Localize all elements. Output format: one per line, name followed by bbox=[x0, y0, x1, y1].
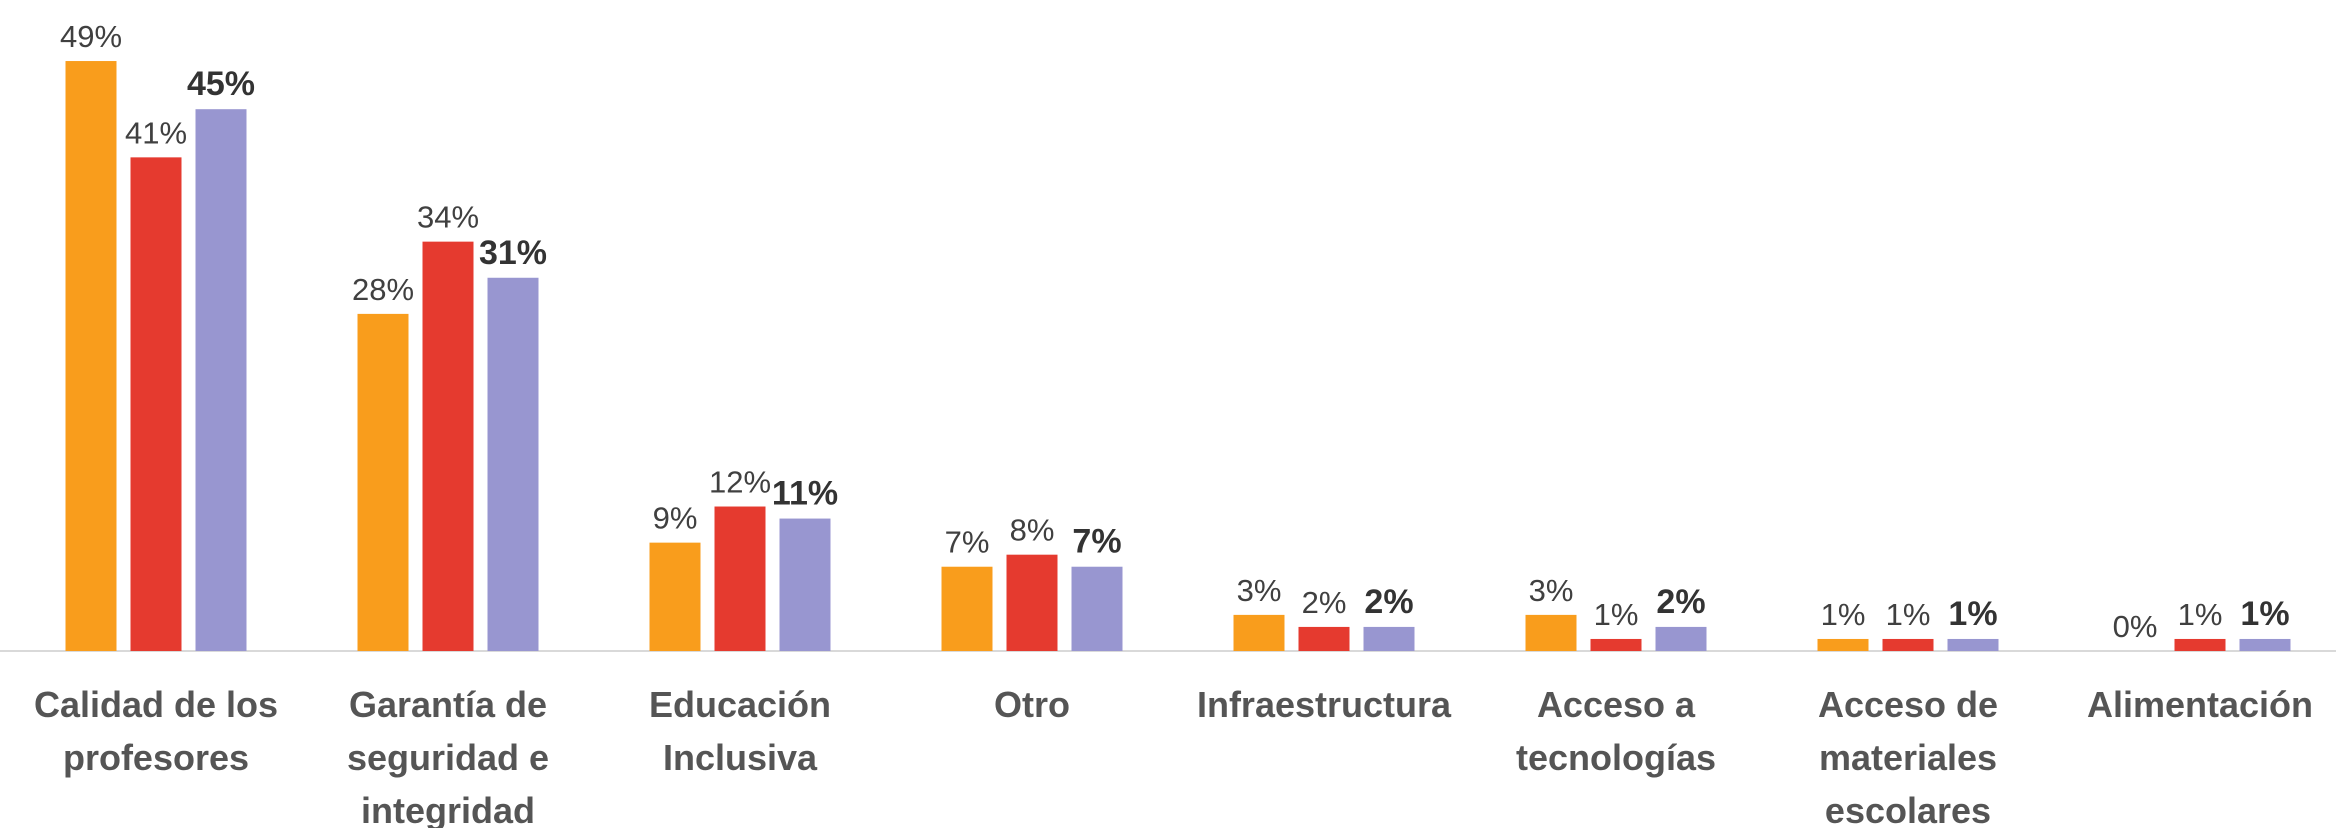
bar bbox=[2239, 638, 2291, 651]
x-tick-label: Otro bbox=[994, 684, 1070, 725]
x-tick-label: Garantía de seguridad e integridad bbox=[346, 684, 550, 828]
data-label: 11% bbox=[772, 475, 838, 513]
data-label: 3% bbox=[1237, 573, 1282, 608]
data-label: 9% bbox=[653, 501, 698, 536]
data-label: 49% bbox=[60, 19, 122, 54]
bar bbox=[2174, 638, 2226, 651]
bar bbox=[130, 157, 182, 652]
bar bbox=[1590, 638, 1642, 651]
bar bbox=[1655, 626, 1707, 651]
x-tick-label: Alimentación bbox=[2086, 684, 2314, 725]
data-label: 0% bbox=[2113, 609, 2158, 644]
x-tick-label: Calidad de los profesores bbox=[33, 684, 279, 778]
bar bbox=[487, 277, 539, 651]
data-label: 7% bbox=[945, 525, 990, 560]
bar bbox=[65, 61, 117, 652]
bar bbox=[1525, 614, 1577, 651]
bar bbox=[422, 241, 474, 651]
x-tick-label: Acceso de materiales escolares bbox=[1817, 684, 1999, 828]
bar bbox=[1363, 626, 1415, 651]
bar bbox=[1947, 638, 1999, 651]
bar bbox=[779, 518, 831, 651]
bar bbox=[357, 313, 409, 651]
bar bbox=[714, 506, 766, 651]
data-label: 3% bbox=[1529, 573, 1574, 608]
data-label: 1% bbox=[1594, 597, 1639, 632]
data-label: 2% bbox=[1302, 585, 1347, 620]
data-label: 34% bbox=[417, 200, 479, 235]
bar bbox=[1233, 614, 1285, 651]
data-label: 2% bbox=[1364, 583, 1413, 621]
bar bbox=[649, 542, 701, 651]
bar bbox=[1071, 566, 1123, 651]
data-label: 28% bbox=[352, 272, 414, 307]
data-label: 31% bbox=[479, 234, 547, 272]
data-label: 2% bbox=[1656, 583, 1705, 621]
x-tick-label: Acceso a tecnologías bbox=[1515, 684, 1717, 778]
x-tick-label: Educación Inclusiva bbox=[648, 684, 832, 778]
data-label: 1% bbox=[1948, 595, 1997, 633]
x-tick-label: Infraestructura bbox=[1196, 684, 1452, 725]
bar bbox=[1882, 638, 1934, 651]
bar bbox=[1006, 554, 1058, 651]
bar bbox=[1817, 638, 1869, 651]
data-label: 1% bbox=[2178, 597, 2223, 632]
bar bbox=[195, 109, 247, 651]
data-label: 12% bbox=[709, 465, 771, 500]
data-label: 1% bbox=[2240, 595, 2289, 633]
data-label: 45% bbox=[187, 65, 255, 103]
bar bbox=[941, 566, 993, 651]
bar bbox=[1298, 626, 1350, 651]
data-label: 8% bbox=[1010, 513, 1055, 548]
data-label: 41% bbox=[125, 115, 187, 150]
data-label: 1% bbox=[1821, 597, 1866, 632]
data-label: 7% bbox=[1072, 523, 1121, 561]
data-label: 1% bbox=[1886, 597, 1931, 632]
